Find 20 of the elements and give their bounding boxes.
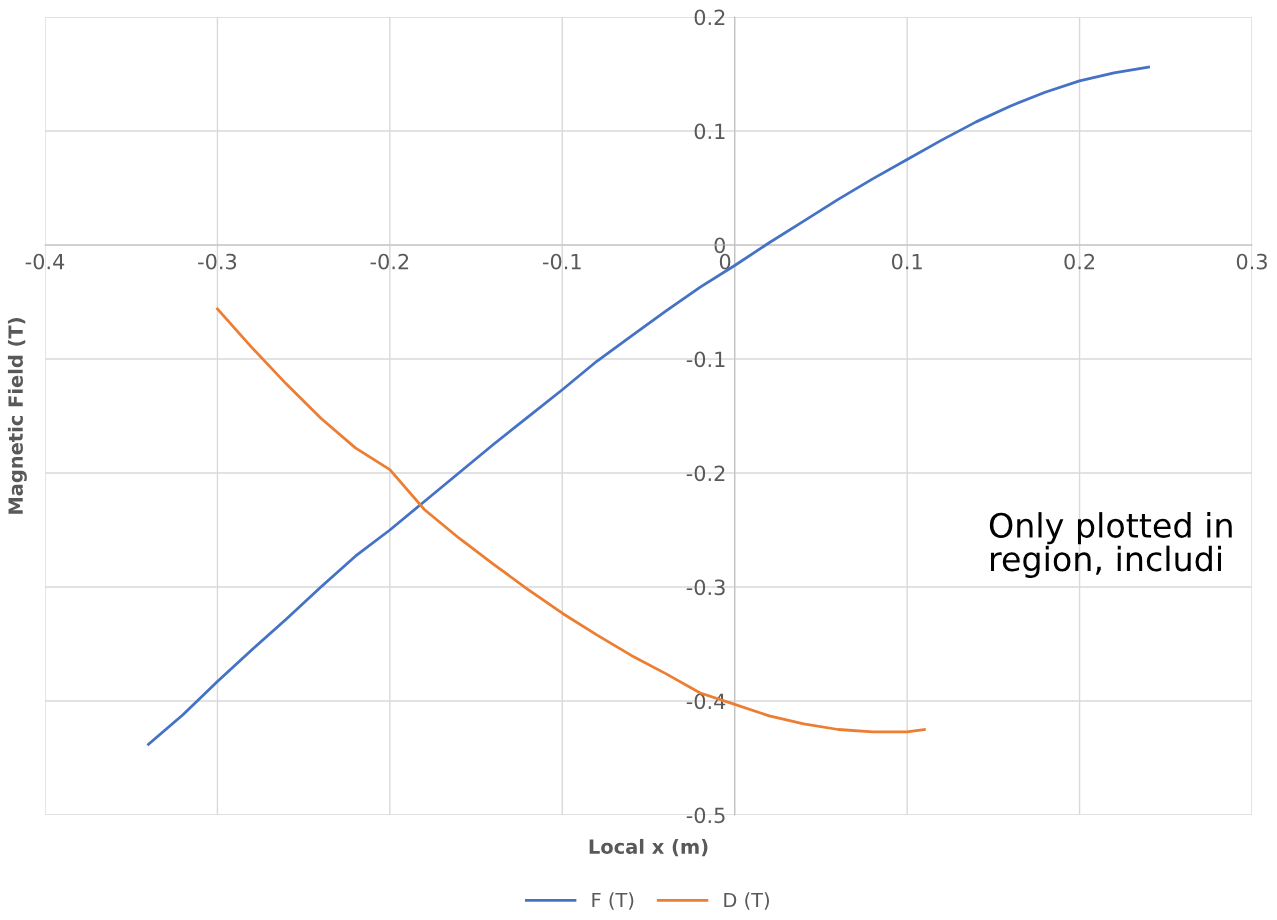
y-tick-label: -0.1	[686, 351, 725, 368]
y-tick-label: -0.3	[686, 579, 725, 596]
y-tick-label: 0.1	[694, 123, 725, 140]
x-tick-label: 0.3	[1236, 253, 1267, 270]
legend-label: D (T)	[724, 892, 769, 910]
line-series	[216, 307, 926, 734]
x-tick-label: -0.3	[198, 253, 237, 270]
annotation: Only plotted in region, includi	[989, 512, 1232, 578]
x-tick-label: -0.1	[542, 253, 581, 270]
x-tick-label: -0.4	[25, 253, 65, 270]
y-tick-label: 0.2	[694, 9, 725, 26]
x-tick-label: 0.2	[1064, 253, 1095, 270]
y-tick-label: 0	[714, 237, 725, 254]
legend-label: F (T)	[592, 892, 634, 910]
x-tick-label: -0.2	[370, 253, 409, 270]
x-tick-label: 0.1	[891, 253, 922, 270]
y-tick-label: -0.5	[686, 807, 725, 824]
x-axis-title: Local x (m)	[589, 838, 708, 857]
y-tick-label: -0.2	[686, 465, 725, 482]
y-axis-title: Magnetic Field (T)	[7, 318, 27, 514]
